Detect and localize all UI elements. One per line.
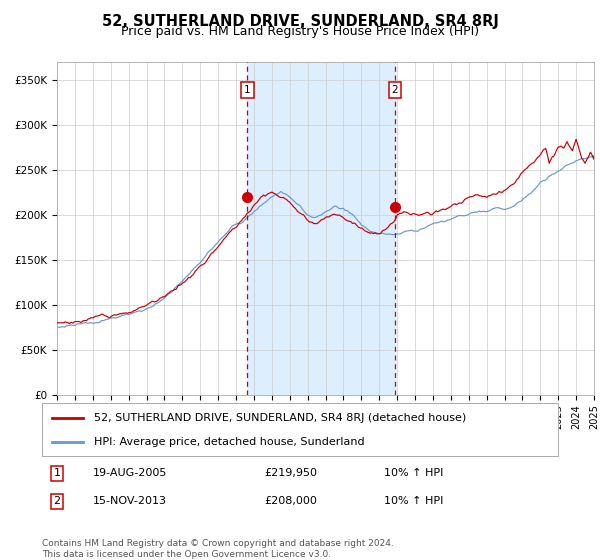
Text: 52, SUTHERLAND DRIVE, SUNDERLAND, SR4 8RJ: 52, SUTHERLAND DRIVE, SUNDERLAND, SR4 8R…: [101, 14, 499, 29]
Text: £208,000: £208,000: [264, 496, 317, 506]
Text: 52, SUTHERLAND DRIVE, SUNDERLAND, SR4 8RJ (detached house): 52, SUTHERLAND DRIVE, SUNDERLAND, SR4 8R…: [94, 413, 466, 423]
Text: 15-NOV-2013: 15-NOV-2013: [93, 496, 167, 506]
Text: 1: 1: [53, 468, 61, 478]
Text: Contains HM Land Registry data © Crown copyright and database right 2024.
This d: Contains HM Land Registry data © Crown c…: [42, 539, 394, 559]
Text: 2: 2: [391, 85, 398, 95]
Bar: [247, 62, 395, 395]
Text: 10% ↑ HPI: 10% ↑ HPI: [384, 496, 443, 506]
Text: 10% ↑ HPI: 10% ↑ HPI: [384, 468, 443, 478]
Text: 2: 2: [53, 496, 61, 506]
Text: £219,950: £219,950: [264, 468, 317, 478]
Text: 1: 1: [244, 85, 251, 95]
Text: Price paid vs. HM Land Registry's House Price Index (HPI): Price paid vs. HM Land Registry's House …: [121, 25, 479, 38]
Text: 19-AUG-2005: 19-AUG-2005: [93, 468, 167, 478]
Text: HPI: Average price, detached house, Sunderland: HPI: Average price, detached house, Sund…: [94, 436, 364, 446]
